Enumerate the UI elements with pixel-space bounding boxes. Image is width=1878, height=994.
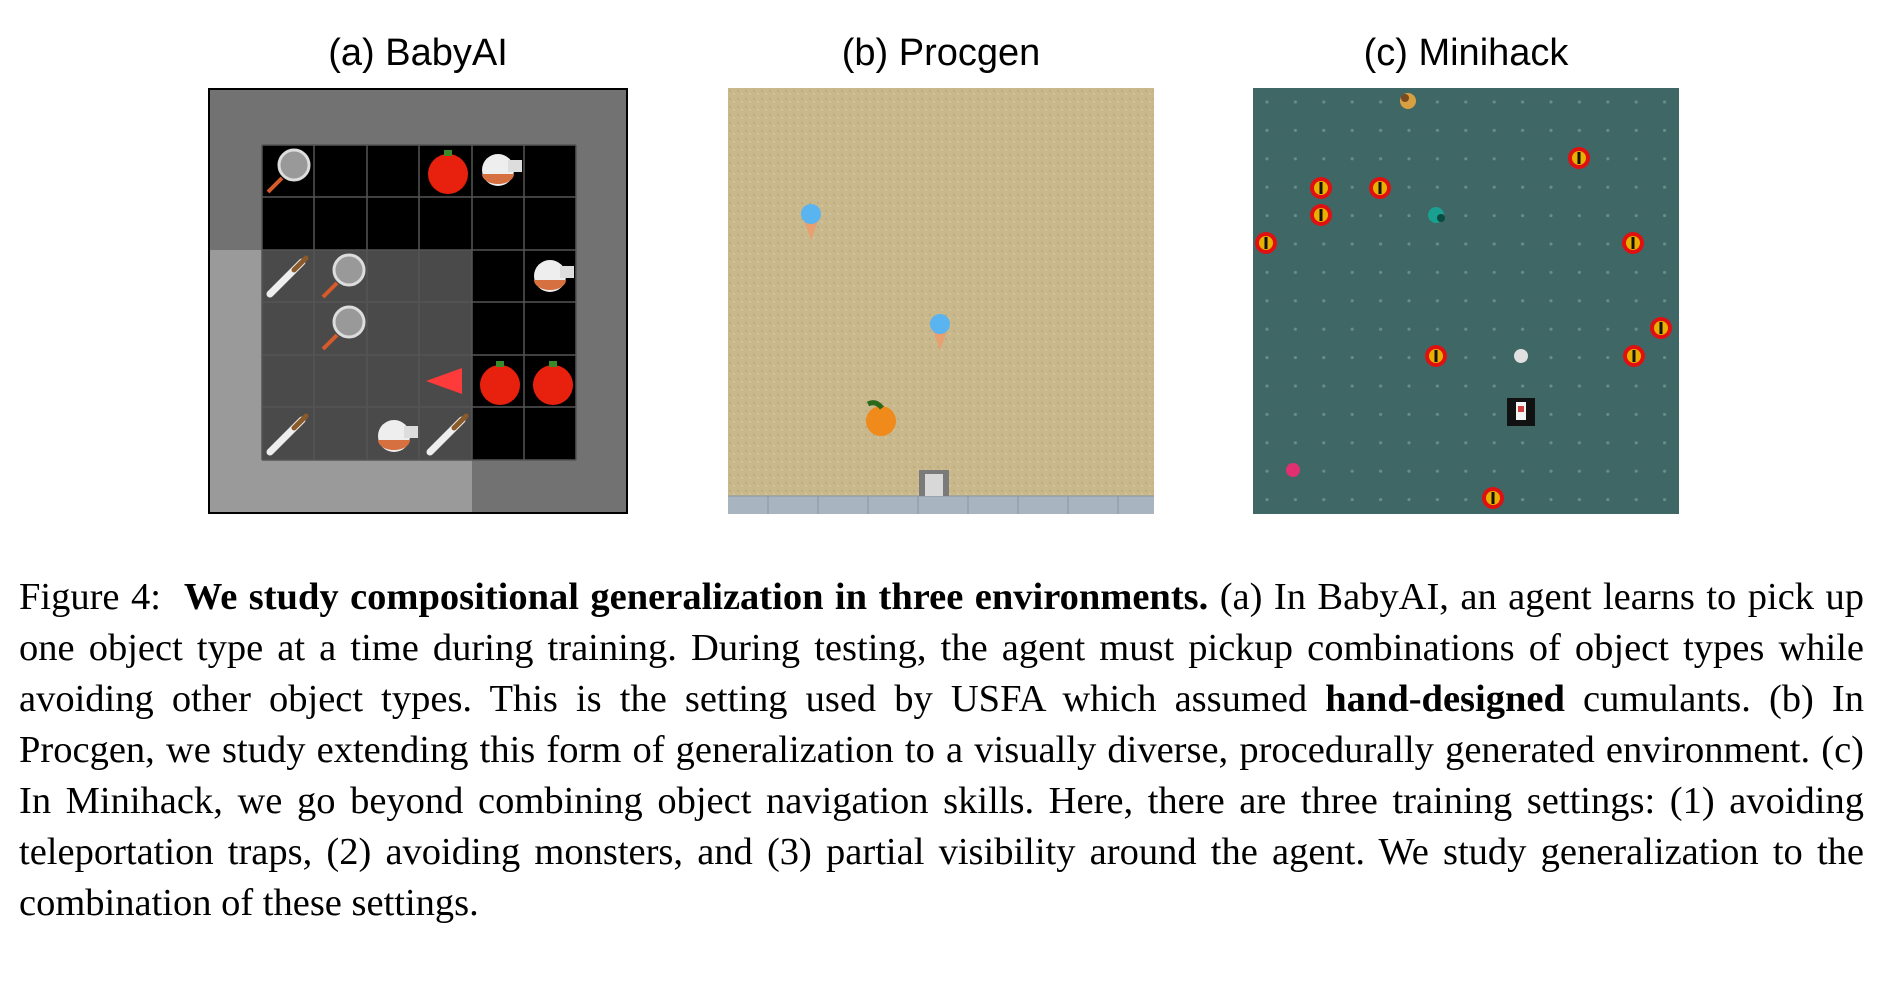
panel-title-procgen: (b) Procgen: [841, 32, 1041, 74]
orange-icon: [866, 400, 896, 436]
minihack-panel: [1253, 88, 1679, 514]
monster-icon: [1286, 93, 1528, 477]
caption-emphasis: hand-designed: [1325, 678, 1565, 720]
procgen-scene: [728, 88, 1154, 514]
panel-title-babyai: (a) BabyAI: [328, 32, 508, 74]
robot-agent-icon: [919, 470, 949, 496]
tomato-icon: [428, 150, 573, 405]
ice-cream-icon: [801, 204, 950, 350]
minihack-scene: [1253, 88, 1679, 514]
agent-icon: [1507, 398, 1535, 426]
procgen-panel: [728, 88, 1154, 514]
agent-triangle-icon: [426, 368, 462, 394]
noodle-bowl-icon: [378, 154, 574, 452]
panel-title-minihack: (c) Minihack: [1363, 32, 1569, 74]
caption-part1: (a) In BabyAI, an agent learns to pick u…: [19, 576, 1864, 720]
caption-heading: We study compositional generalization in…: [183, 576, 1209, 618]
figure-label: Figure 4:: [19, 576, 161, 618]
knife-icon: [266, 255, 469, 456]
babyai-grid: [210, 144, 577, 512]
figure-caption: Figure 4: We study compositional general…: [19, 572, 1864, 929]
babyai-panel: [208, 88, 628, 514]
caption-part2: cumulants. (b) In Procgen, we study exte…: [19, 678, 1865, 924]
pan-icon: [266, 148, 366, 351]
